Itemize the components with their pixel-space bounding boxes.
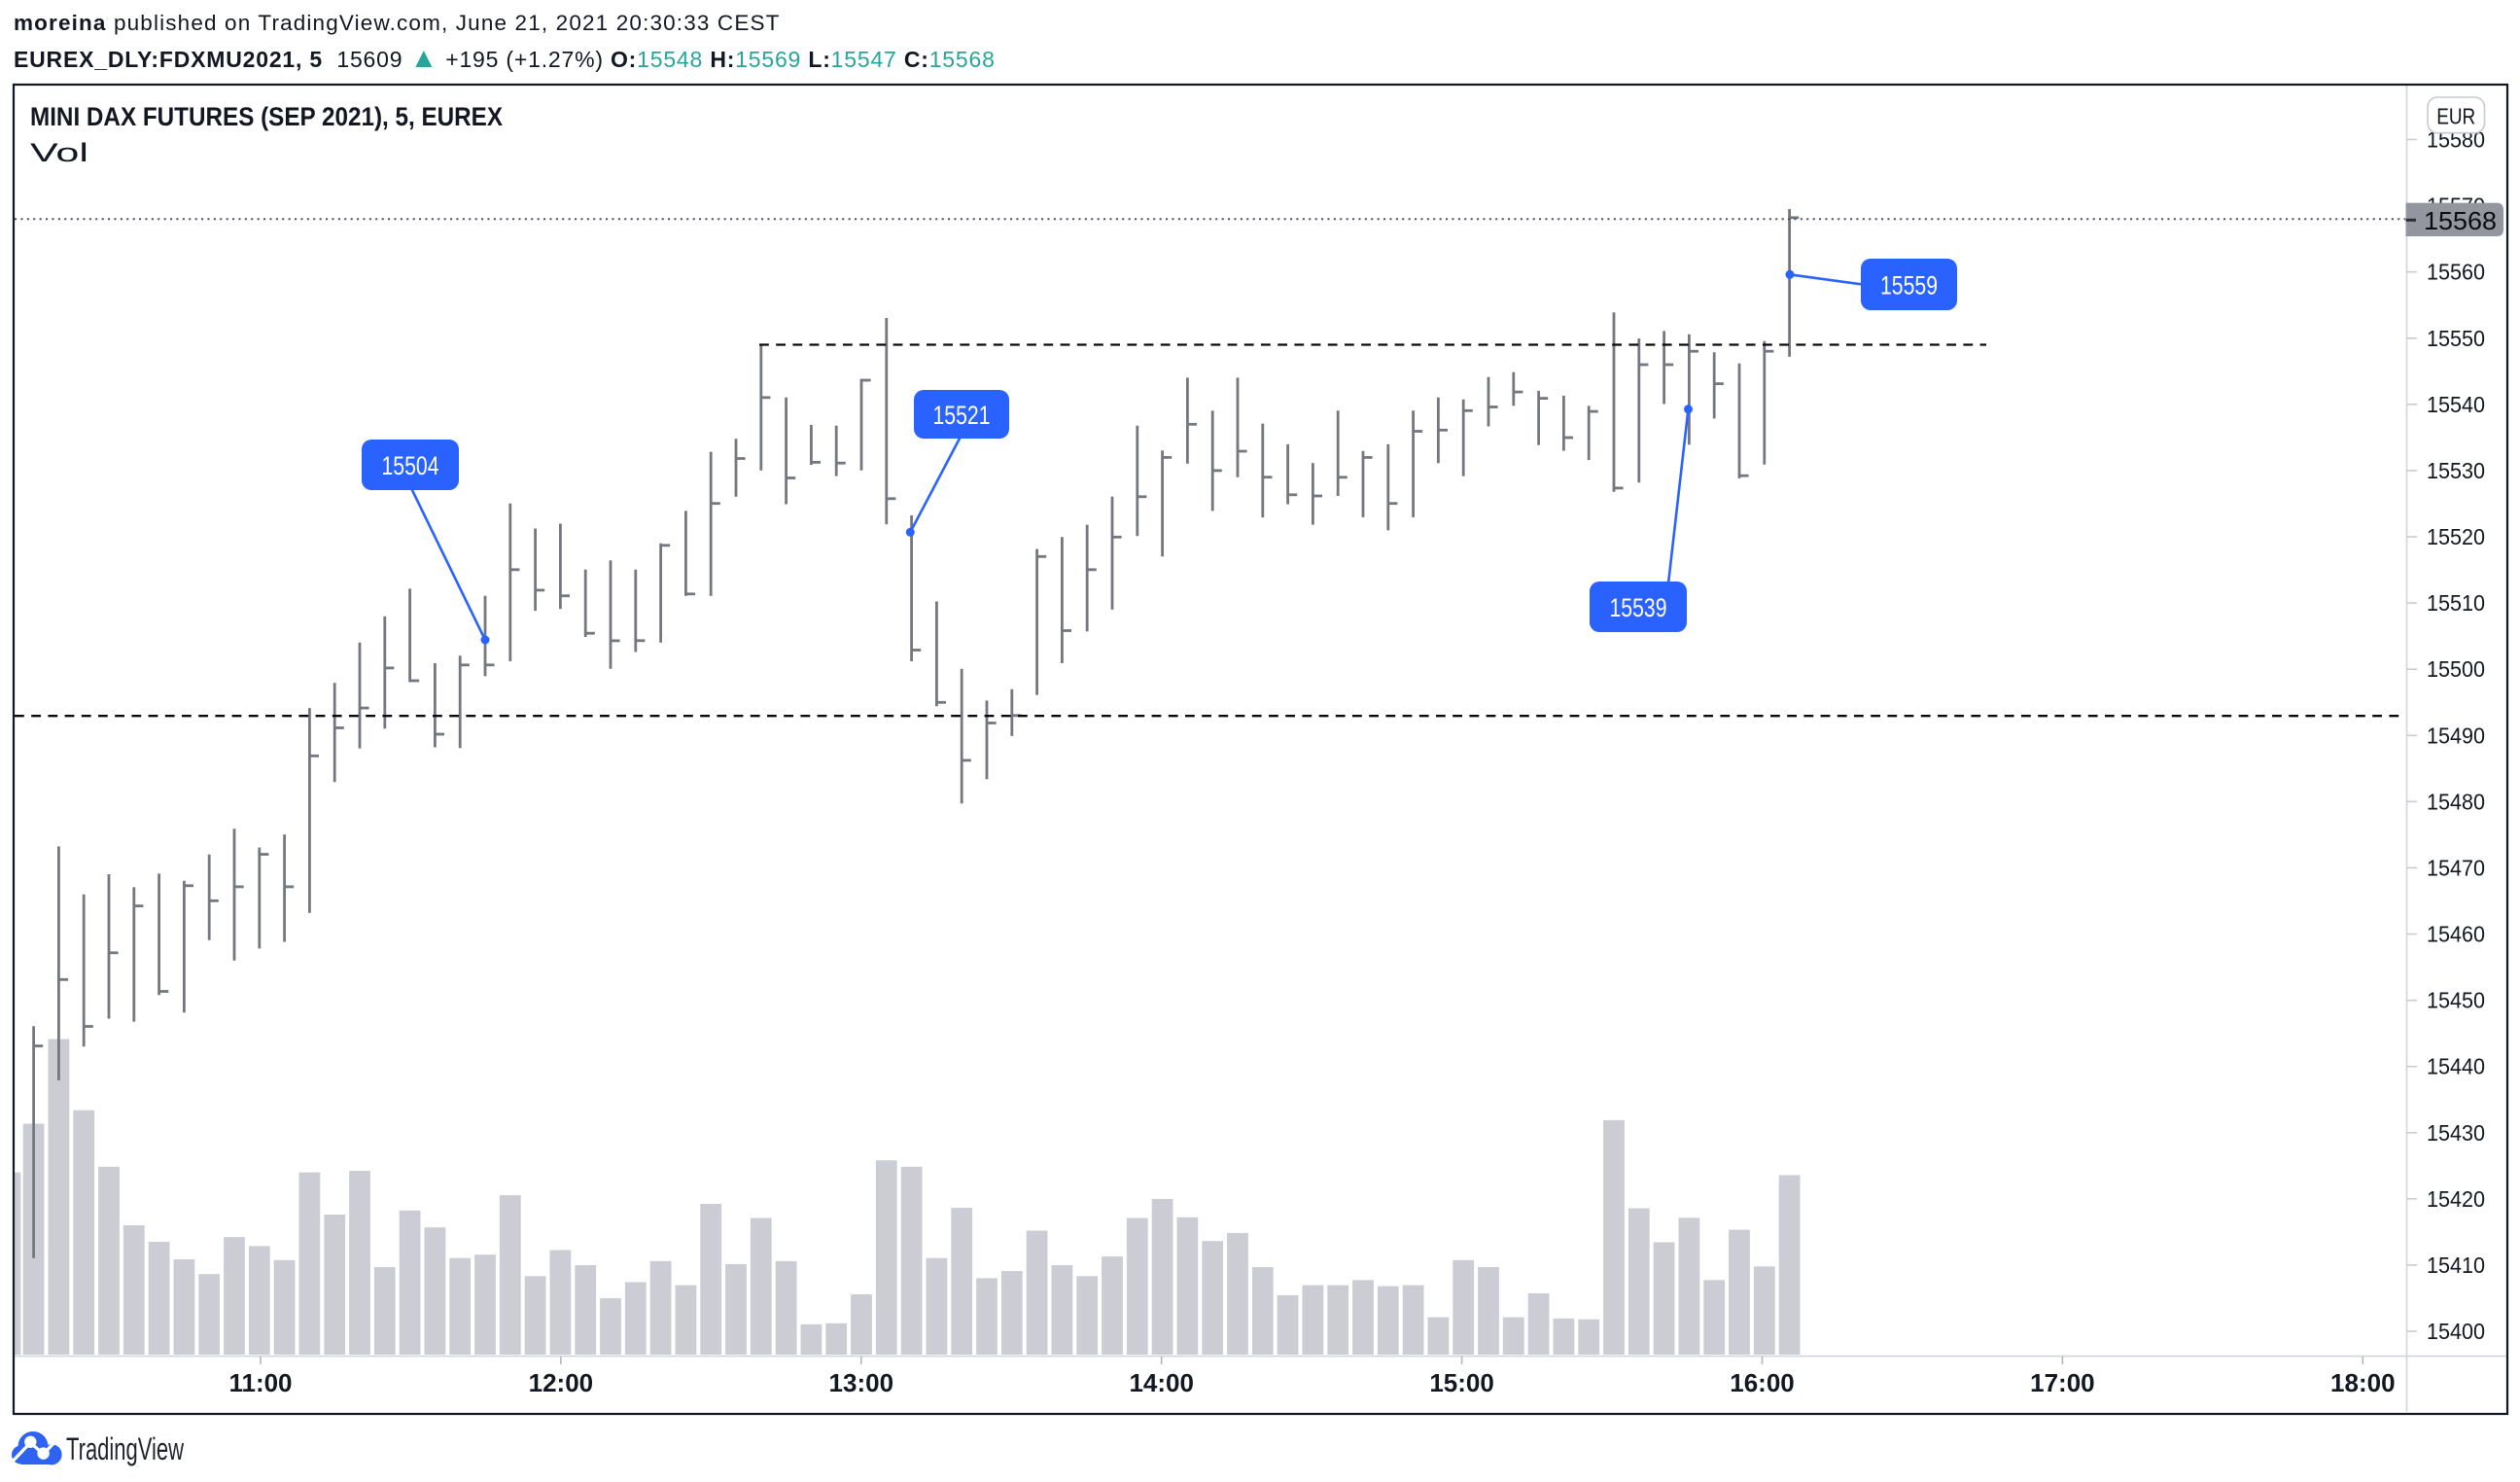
svg-text:11:00: 11:00 — [228, 1368, 292, 1397]
svg-text:15560: 15560 — [2427, 260, 2485, 285]
svg-text:15521: 15521 — [933, 401, 991, 430]
svg-text:18:00: 18:00 — [2330, 1368, 2396, 1397]
svg-text:15450: 15450 — [2427, 988, 2485, 1013]
svg-text:14:00: 14:00 — [1129, 1368, 1194, 1397]
svg-text:EUR: EUR — [2436, 103, 2475, 128]
svg-text:15500: 15500 — [2427, 656, 2485, 682]
svg-text:15480: 15480 — [2427, 789, 2485, 814]
svg-text:15400: 15400 — [2427, 1319, 2485, 1344]
svg-text:15540: 15540 — [2427, 392, 2485, 417]
svg-text:16:00: 16:00 — [1730, 1368, 1795, 1397]
svg-text:15:00: 15:00 — [1429, 1368, 1494, 1397]
svg-text:15470: 15470 — [2427, 855, 2485, 880]
svg-text:15410: 15410 — [2427, 1253, 2485, 1278]
svg-text:15504: 15504 — [382, 451, 439, 480]
svg-text:15550: 15550 — [2427, 326, 2485, 351]
svg-text:15520: 15520 — [2427, 524, 2485, 549]
svg-text:12:00: 12:00 — [529, 1368, 594, 1397]
svg-text:17:00: 17:00 — [2030, 1368, 2095, 1397]
svg-text:Vol: Vol — [30, 138, 88, 167]
svg-text:15510: 15510 — [2427, 590, 2485, 616]
svg-text:15490: 15490 — [2427, 723, 2485, 748]
svg-text:TradingView: TradingView — [66, 1431, 185, 1466]
svg-text:15420: 15420 — [2427, 1186, 2485, 1212]
svg-text:MINI DAX FUTURES (SEP 2021), 5: MINI DAX FUTURES (SEP 2021), 5, EUREX — [30, 102, 503, 131]
svg-text:15530: 15530 — [2427, 458, 2485, 483]
svg-text:15430: 15430 — [2427, 1120, 2485, 1146]
svg-text:15539: 15539 — [1610, 593, 1667, 622]
svg-text:15559: 15559 — [1880, 271, 1938, 300]
svg-text:15440: 15440 — [2427, 1054, 2485, 1079]
svg-text:13:00: 13:00 — [829, 1368, 894, 1397]
svg-text:15460: 15460 — [2427, 922, 2485, 947]
svg-text:15568: 15568 — [2424, 206, 2497, 235]
